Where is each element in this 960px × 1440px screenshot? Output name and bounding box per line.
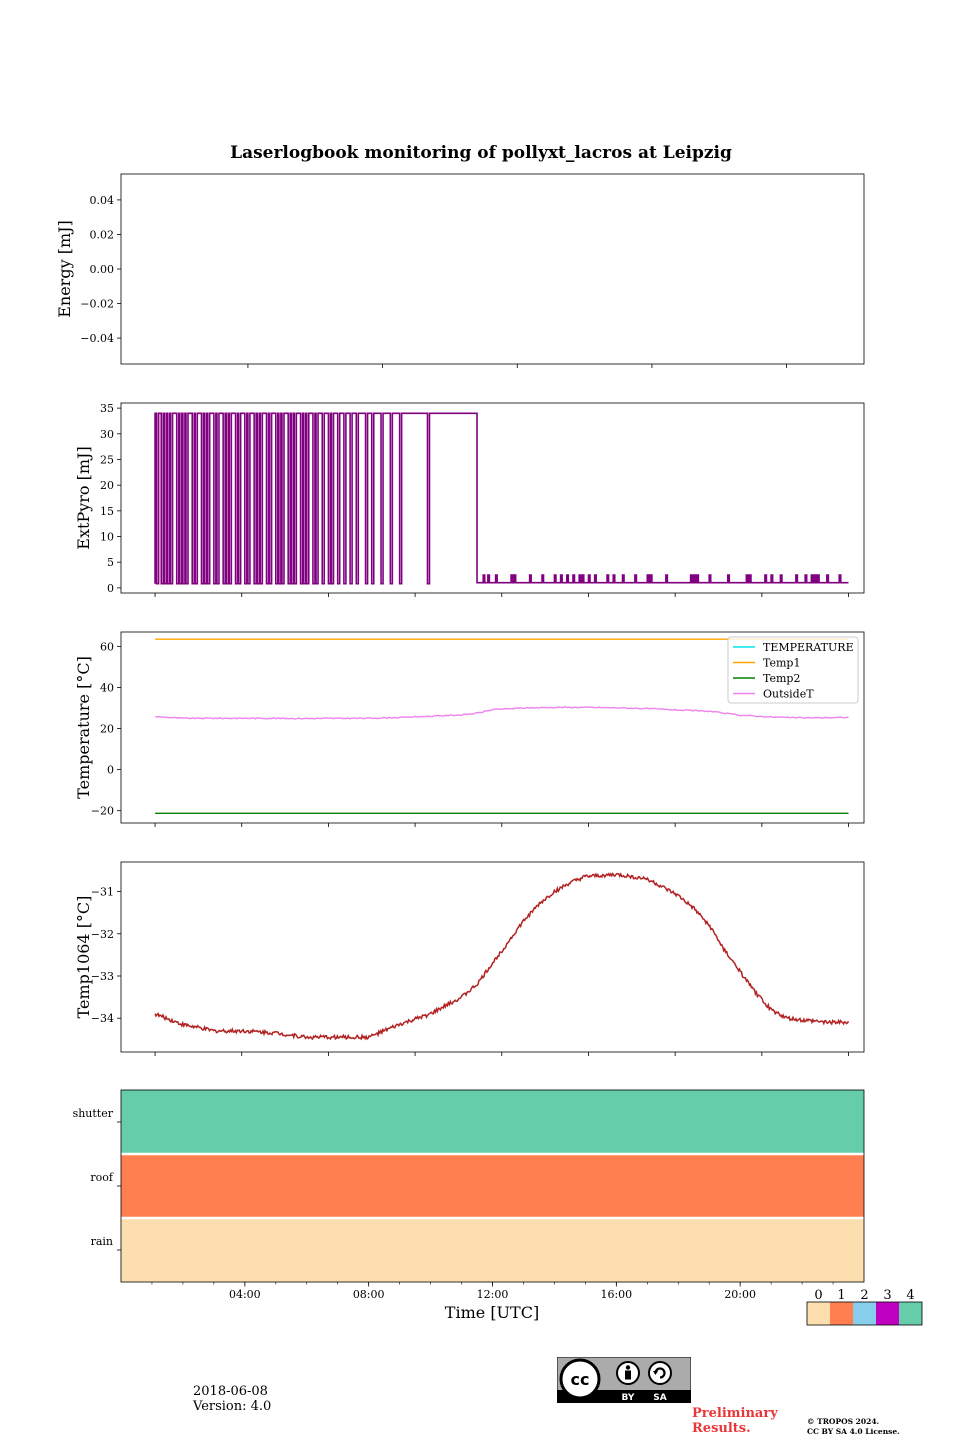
status-xtick-label: 08:00 [353,1288,385,1301]
cc-sa-text: SA [653,1393,666,1403]
copyright-line-2: CC BY SA 4.0 License. [807,1427,900,1436]
series-outsidet [154,706,849,720]
ytick-label-energy: 0.00 [90,263,115,276]
cc-by-text: BY [622,1393,635,1403]
panel-energy: 0.04 0.02 0.00 −0.02 −0.04 Energy [mJ] [55,173,865,368]
status-xtick-label: 04:00 [229,1288,261,1301]
ytick-label-temp1064: −32 [91,928,114,941]
ytick-label-extpyro: 5 [107,556,114,569]
status-label-shutter: shutter [73,1107,114,1120]
ytick-label-extpyro: 25 [100,453,114,466]
cc-by-sa-icon: cc BY SA [557,1357,691,1403]
panel-temperature: 60 40 20 0 −20 Temperature [°C] TEMPERATURE Tem… [74,631,865,827]
ytick-label-temperature: −20 [91,805,114,818]
axes-frame-temperature [120,631,865,824]
footer-version: Version: 4.0 [193,1399,272,1414]
figure-title: Laserlogbook monitoring of pollyxt_lacro… [230,143,732,163]
ytick-label-temp1064: −34 [91,1012,114,1025]
legend-temperature: TEMPERATURE Temp1 Temp2 OutsideT [727,636,859,704]
colorbar-tick-label: 1 [837,1288,845,1303]
status-xlabel: Time [UTC] [445,1303,539,1322]
colorbar-tick-label: 3 [883,1288,891,1303]
ylabel-temperature: Temperature [°C] [74,656,93,799]
status-row-roof [121,1154,864,1218]
status-xtick-label: 12:00 [477,1288,509,1301]
panel-extpyro: 0 5 10 15 20 25 30 35 ExtPyro [mJ] [74,402,865,597]
colorbar-cell-3 [876,1302,899,1325]
legend-label-outsidet: OutsideT [763,688,814,701]
ytick-label-temperature: 40 [100,681,114,694]
ytick-label-extpyro: 20 [100,479,114,492]
ytick-label-extpyro: 35 [100,402,114,415]
svg-text:cc: cc [571,1370,590,1389]
ytick-label-temp1064: −31 [91,886,114,899]
axes-frame-temp1064 [120,861,865,1053]
ytick-label-energy: 0.04 [90,194,115,207]
ytick-label-extpyro: 10 [100,531,114,544]
ytick-label-energy: −0.04 [80,332,114,345]
copyright-line-1: © TROPOS 2024. [807,1417,880,1426]
footer-date: 2018-06-08 [193,1384,268,1399]
footer-date-block: 2018-06-08 Version: 4.0 [193,1384,271,1414]
colorbar-cell-2 [853,1302,876,1325]
status-xtick-label: 20:00 [724,1288,756,1301]
ytick-label-temperature: 20 [100,723,114,736]
copyright-note: © TROPOS 2024. CC BY SA 4.0 License. [807,1417,900,1437]
preliminary-note: Preliminary Results. [692,1406,778,1436]
ytick-label-temp1064: −33 [91,970,114,983]
series-extpyro [154,412,849,585]
data-temp1064 [154,872,850,1041]
ytick-label-temperature: 60 [100,640,114,653]
legend-label-temperature: TEMPERATURE [763,641,854,654]
legend-label-temp1: Temp1 [763,657,800,670]
preliminary-line-1: Preliminary [692,1406,778,1421]
ytick-label-temperature: 0 [107,764,114,777]
status-row-shutter [121,1090,864,1154]
colorbar-tick-label: 0 [814,1288,822,1303]
ylabel-temp1064: Temp1064 [°C] [74,896,93,1019]
status-row-rain [121,1218,864,1282]
colorbar-cell-1 [830,1302,853,1325]
legend-box [727,636,859,704]
ytick-label-energy: −0.02 [80,298,114,311]
colorbar-cell-4 [899,1302,922,1325]
colorbar-frame [806,1301,923,1326]
ytick-label-extpyro: 0 [107,582,114,595]
axes-frame-extpyro [120,402,865,594]
ytick-label-energy: 0.02 [90,228,115,241]
status-label-roof: roof [90,1171,114,1184]
ylabel-extpyro: ExtPyro [mJ] [74,446,93,549]
series-temp1064 [154,872,850,1041]
axes-frame-energy [120,173,865,365]
status-xtick-label: 16:00 [600,1288,632,1301]
status-label-rain: rain [91,1235,113,1248]
ytick-label-extpyro: 15 [100,505,114,518]
colorbar-tick-label: 4 [906,1288,914,1303]
data-extpyro [154,412,849,585]
colorbar-cell-0 [807,1302,830,1325]
legend-label-temp2: Temp2 [763,672,800,685]
preliminary-line-2: Results. [692,1421,751,1436]
ytick-label-extpyro: 30 [100,428,114,441]
ylabel-energy: Energy [mJ] [55,220,74,318]
colorbar-tick-label: 2 [860,1288,868,1303]
